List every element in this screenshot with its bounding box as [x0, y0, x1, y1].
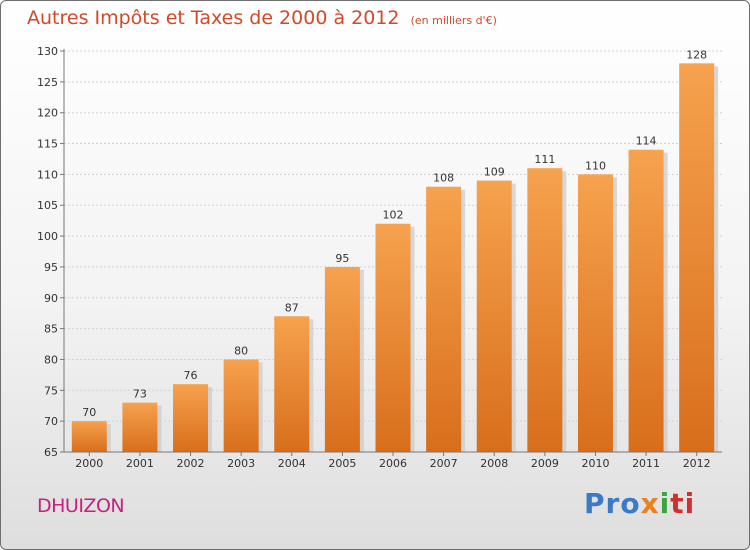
chart-title: Autres Impôts et Taxes de 2000 à 2012 — [27, 7, 400, 29]
bar-value-label: 108 — [433, 172, 454, 185]
y-tick-label: 120 — [37, 107, 58, 120]
bar-value-label: 102 — [383, 209, 404, 222]
x-tick-label: 2001 — [126, 457, 154, 470]
logo-part-2: x — [640, 487, 660, 520]
x-tick-label: 2004 — [278, 457, 306, 470]
bar — [274, 316, 310, 452]
bar — [122, 402, 158, 452]
y-tick-label: 75 — [44, 384, 58, 397]
logo-part-1: Pro — [584, 487, 641, 520]
x-tick-label: 2005 — [328, 457, 356, 470]
y-tick-label: 105 — [37, 199, 58, 212]
x-tick-label: 2002 — [177, 457, 205, 470]
x-tick-label: 2006 — [379, 457, 407, 470]
x-tick-label: 2000 — [75, 457, 103, 470]
y-tick-label: 115 — [37, 138, 58, 151]
bar — [375, 223, 411, 452]
bar — [71, 421, 107, 452]
axes: 65 70 75 80 85 90 95 100 105 110 115 120 125 130 2000 2… — [37, 45, 722, 470]
bar — [426, 186, 462, 452]
bar-value-label: 87 — [285, 301, 299, 314]
bars: 70 73 76 80 87 95 102 108 109 111 110 114 128 — [71, 48, 719, 453]
x-tick-label: 2011 — [632, 457, 660, 470]
x-tick-label: 2010 — [581, 457, 609, 470]
logo-part-3: i — [659, 487, 671, 520]
chart-title-block: Autres Impôts et Taxes de 2000 à 2012 (e… — [27, 7, 497, 29]
x-tick-label: 2009 — [531, 457, 559, 470]
bar-value-label: 76 — [184, 369, 198, 382]
x-tick-label: 2007 — [430, 457, 458, 470]
y-tick-label: 90 — [44, 292, 58, 305]
bar-value-label: 70 — [82, 406, 96, 419]
bar — [324, 266, 360, 452]
y-tick-label: 80 — [44, 353, 58, 366]
bar — [679, 63, 715, 452]
bar-value-label: 128 — [686, 48, 707, 61]
logo-part-4: ti — [670, 487, 696, 520]
bar — [577, 174, 613, 452]
y-tick-label: 110 — [37, 168, 58, 181]
y-tick-label: 130 — [37, 45, 58, 58]
y-tick-label: 70 — [44, 415, 58, 428]
bar — [223, 359, 259, 452]
commune-name: DHUIZON — [37, 495, 125, 517]
bar-value-label: 95 — [335, 252, 349, 265]
y-tick-label: 65 — [44, 446, 58, 459]
proxiti-logo: Proxiti — [584, 487, 695, 520]
bar-value-label: 109 — [484, 166, 505, 179]
bar-value-label: 111 — [534, 153, 555, 166]
bar-value-label: 73 — [133, 388, 147, 401]
y-tick-label: 100 — [37, 230, 58, 243]
y-tick-label: 85 — [44, 323, 58, 336]
x-tick-label: 2008 — [480, 457, 508, 470]
bar-value-label: 110 — [585, 159, 606, 172]
chart-subtitle: (en milliers d'€) — [410, 14, 497, 27]
bar-value-label: 80 — [234, 344, 248, 357]
bar-value-label: 114 — [636, 135, 657, 148]
x-tick-label: 2012 — [683, 457, 711, 470]
y-tick-label: 95 — [44, 261, 58, 274]
bar — [173, 384, 209, 452]
y-tick-label: 125 — [37, 76, 58, 89]
bar — [628, 149, 664, 452]
bar — [527, 168, 563, 452]
bar — [476, 180, 512, 453]
x-tick-label: 2003 — [227, 457, 255, 470]
